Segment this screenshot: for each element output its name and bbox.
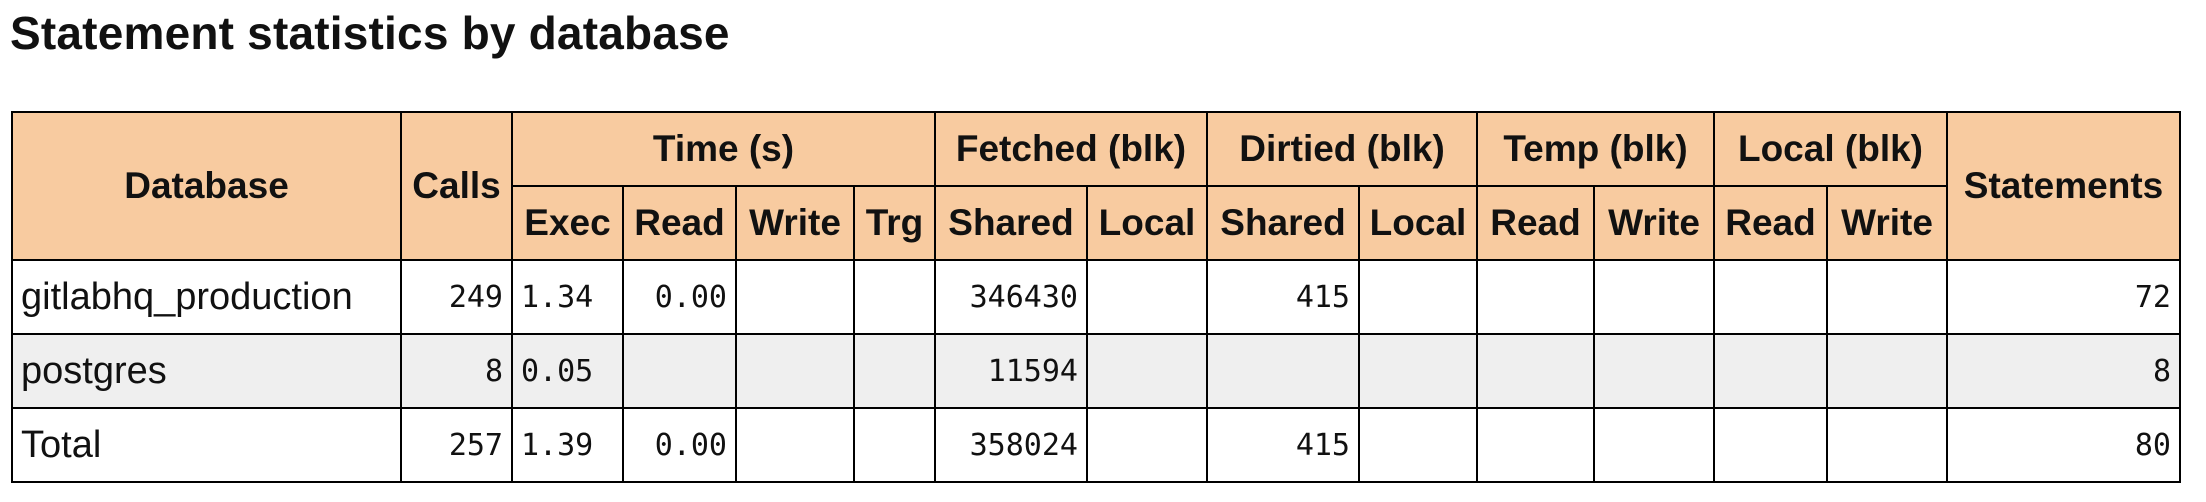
cell-local-read — [1713, 259, 1828, 335]
cell-fetched-local — [1086, 333, 1208, 409]
cell-calls: 257 — [400, 407, 513, 483]
col-header-calls: Calls — [400, 111, 513, 261]
cell-fetched-local — [1086, 259, 1208, 335]
cell-fetched-shared: 346430 — [934, 259, 1088, 335]
col-group-local: Local (blk) — [1713, 111, 1948, 187]
col-header-dirtied-local: Local — [1358, 185, 1478, 261]
cell-dirtied-shared: 415 — [1206, 259, 1360, 335]
cell-temp-read — [1476, 333, 1595, 409]
cell-write — [735, 333, 855, 409]
cell-temp-write — [1593, 259, 1715, 335]
cell-trg — [853, 407, 936, 483]
cell-temp-write — [1593, 407, 1715, 483]
cell-exec: 1.34 — [511, 259, 624, 335]
cell-dirtied-local — [1358, 259, 1478, 335]
col-header-fetched-shared: Shared — [934, 185, 1088, 261]
cell-temp-read — [1476, 259, 1595, 335]
col-header-database: Database — [11, 111, 402, 261]
col-group-dirtied: Dirtied (blk) — [1206, 111, 1478, 187]
cell-dirtied-shared — [1206, 333, 1360, 409]
cell-statements: 72 — [1946, 259, 2181, 335]
cell-local-write — [1826, 333, 1948, 409]
col-header-dirtied-shared: Shared — [1206, 185, 1360, 261]
cell-fetched-local — [1086, 407, 1208, 483]
col-group-fetched: Fetched (blk) — [934, 111, 1208, 187]
cell-local-read — [1713, 333, 1828, 409]
cell-fetched-shared: 11594 — [934, 333, 1088, 409]
cell-exec: 0.05 — [511, 333, 624, 409]
cell-read: 0.00 — [622, 259, 737, 335]
col-group-temp: Temp (blk) — [1476, 111, 1715, 187]
cell-dirtied-shared: 415 — [1206, 407, 1360, 483]
header-row-groups: Database Calls Time (s) Fetched (blk) Di… — [11, 111, 2181, 261]
col-header-exec: Exec — [511, 185, 624, 261]
cell-exec: 1.39 — [511, 407, 624, 483]
cell-read: 0.00 — [622, 407, 737, 483]
page-title: Statement statistics by database — [10, 7, 730, 59]
statement-stats-table: Database Calls Time (s) Fetched (blk) Di… — [11, 111, 2181, 483]
cell-calls: 249 — [400, 259, 513, 335]
header-row-subcolumns: Exec Read Write Trg Shared Local Shared … — [12, 185, 2180, 261]
col-group-time: Time (s) — [511, 111, 936, 187]
cell-local-read — [1713, 407, 1828, 483]
col-header-temp-write: Write — [1593, 185, 1715, 261]
cell-dirtied-local — [1358, 407, 1478, 483]
col-header-statements: Statements — [1946, 111, 2181, 261]
cell-read — [622, 333, 737, 409]
cell-write — [735, 407, 855, 483]
cell-database: Total — [11, 407, 402, 483]
cell-calls: 8 — [400, 333, 513, 409]
cell-temp-write — [1593, 333, 1715, 409]
col-header-trg: Trg — [853, 185, 936, 261]
cell-local-write — [1826, 407, 1948, 483]
col-header-write: Write — [735, 185, 855, 261]
table-row-total: Total 257 1.39 0.00 358024 415 80 — [11, 407, 2181, 483]
cell-database: postgres — [11, 333, 402, 409]
cell-dirtied-local — [1358, 333, 1478, 409]
cell-trg — [853, 333, 936, 409]
cell-temp-read — [1476, 407, 1595, 483]
table-row: gitlabhq_production 249 1.34 0.00 346430… — [11, 259, 2181, 335]
col-header-read: Read — [622, 185, 737, 261]
cell-write — [735, 259, 855, 335]
col-header-fetched-local: Local — [1086, 185, 1208, 261]
col-header-temp-read: Read — [1476, 185, 1595, 261]
table-row: postgres 8 0.05 11594 8 — [11, 333, 2181, 409]
cell-fetched-shared: 358024 — [934, 407, 1088, 483]
cell-trg — [853, 259, 936, 335]
col-header-local-read: Read — [1713, 185, 1828, 261]
col-header-local-write: Write — [1826, 185, 1948, 261]
cell-local-write — [1826, 259, 1948, 335]
cell-statements: 80 — [1946, 407, 2181, 483]
cell-database: gitlabhq_production — [11, 259, 402, 335]
cell-statements: 8 — [1946, 333, 2181, 409]
